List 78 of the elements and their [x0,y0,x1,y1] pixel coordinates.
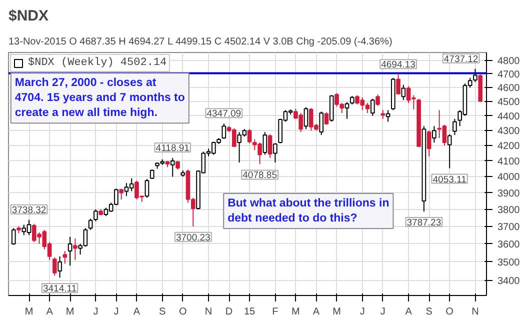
y-tick-label: 4400 [498,111,520,122]
x-tick-label: M [332,306,341,318]
candlestick [222,123,226,140]
candlestick [247,128,252,144]
x-tick-label: S [426,306,433,318]
candlestick [62,250,68,264]
y-tick-label: 3900 [498,188,520,200]
y-tick-label: 3600 [498,239,520,250]
chart-title: $NDX [8,8,49,24]
candlestick [324,112,329,126]
x-tick-label: O [446,306,454,318]
y-tick-label: 4000 [498,172,520,184]
annotation: 3414.11 [42,284,77,295]
x-tick-label: J [114,306,119,318]
candlestick [426,130,432,157]
candlestick [11,228,16,246]
candlestick [319,111,324,136]
annotation: But what about the trillions in debt needed to do this? [228,197,390,224]
y-tick-label: 4300 [498,126,520,138]
x-tick-label: A [46,306,54,318]
annotation: 4737.12 [444,54,478,65]
y-tick-label: 4100 [498,156,520,168]
y-tick-label: 4800 [498,56,520,67]
x-tick-label: D [225,306,233,318]
x-tick-label: A [133,306,140,318]
y-tick-label: 3500 [498,257,520,268]
x-tick-label: J [360,306,365,318]
y-tick-label: 3400 [498,276,520,287]
annotation: 4347.09 [206,108,242,120]
candlestick [273,142,278,163]
candlestick [432,126,436,144]
candlestick [370,98,375,116]
x-tick-label: J [93,306,98,318]
x-tick-label: M [292,306,300,318]
x-tick-label: N [472,306,479,318]
y-tick-label: 3700 [498,222,520,233]
x-tick-label: O [178,306,187,318]
x-tick-label: 15 [244,306,256,318]
candlestick [386,110,390,122]
y-tick-label: 3800 [498,204,520,216]
candlestick [447,134,452,169]
candlestick [88,218,93,230]
candlestick [170,158,175,178]
annotation: 4078.85 [242,170,277,182]
candlestick [304,106,308,130]
x-tick-label: S [159,306,166,318]
annotation: 4053.11 [432,174,466,186]
x-tick-label: N [204,306,212,318]
candlestick [73,238,78,261]
candlestick [94,208,98,222]
candlestick [52,256,57,276]
y-tick-label: 4700 [498,69,520,80]
candlestick [396,74,400,96]
legend-label: $NDX (Weekly) 4502.14 [28,57,167,69]
candlestick [262,132,268,156]
annotation: 3700.23 [176,232,210,244]
x-tick-label: M [24,306,34,318]
candlestick [401,84,406,101]
y-tick-label: 4500 [498,97,520,108]
x-tick-label: A [312,306,320,318]
candlestick [376,94,380,106]
candlestick [58,256,62,278]
y-tick-label: 4600 [498,83,520,94]
candlestick [452,118,457,136]
chart-subtitle: 13-Nov-2015 O 4687.35 H 4694.27 L 4499.15 C 4502.14 V 3.0B Chg -205.09 (-4.36%) [8,36,392,48]
y-tick-label: 4200 [498,141,520,152]
x-tick-label: M [66,306,74,318]
annotation: 4694.13 [381,60,416,71]
annotation: 3738.32 [12,204,46,216]
candlestick [268,134,272,158]
annotation: 3787.23 [406,218,442,229]
x-tick-label: A [405,306,412,318]
candlestick [144,178,150,198]
annotation: 4118.91 [156,143,190,154]
x-tick-label: J [380,306,386,318]
annotation: March 27, 2000 - closes at 4704. 15 years and 7 months to create a new all time high. [14,77,185,120]
candlestick [68,236,72,266]
x-tick-label: F [272,306,278,318]
